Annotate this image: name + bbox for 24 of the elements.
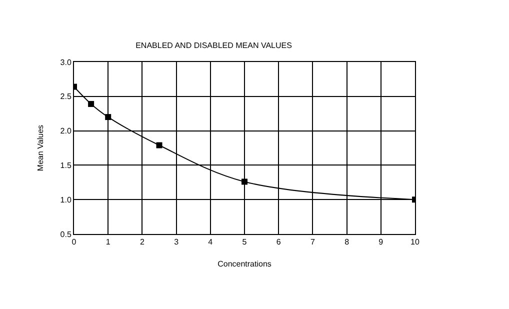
y-tick-label: 2.5 — [60, 92, 72, 102]
x-tick-label: 5 — [242, 238, 248, 247]
x-tick-label: 6 — [276, 238, 282, 247]
y-tick-label: 1.5 — [60, 161, 72, 170]
y-axis-title: Mean Values — [36, 124, 45, 172]
point — [156, 142, 162, 148]
x-tick-label: 3 — [174, 238, 180, 247]
point — [88, 100, 94, 107]
y-tick-label: 1.0 — [60, 195, 72, 204]
y-tick-label: 2.0 — [60, 126, 72, 136]
x-tick-label: 2 — [140, 238, 145, 247]
x-tick-label: 7 — [310, 238, 316, 247]
chart-title: ENABLED AND DISABLED MEAN VALUES — [136, 40, 292, 50]
point — [242, 178, 248, 185]
x-tick-label: 1 — [106, 238, 111, 247]
point — [105, 114, 112, 120]
x-tick-label: 4 — [208, 238, 214, 247]
x-tick-label: 8 — [344, 238, 350, 247]
y-tick-label: 0.5 — [60, 230, 72, 239]
x-axis-title: Concentrations — [218, 260, 272, 269]
y-tick-label: 3.0 — [60, 58, 72, 67]
x-tick-label: 0 — [72, 238, 77, 247]
x-tick-label: 10 — [410, 238, 420, 247]
x-tick-label: 9 — [378, 238, 384, 247]
